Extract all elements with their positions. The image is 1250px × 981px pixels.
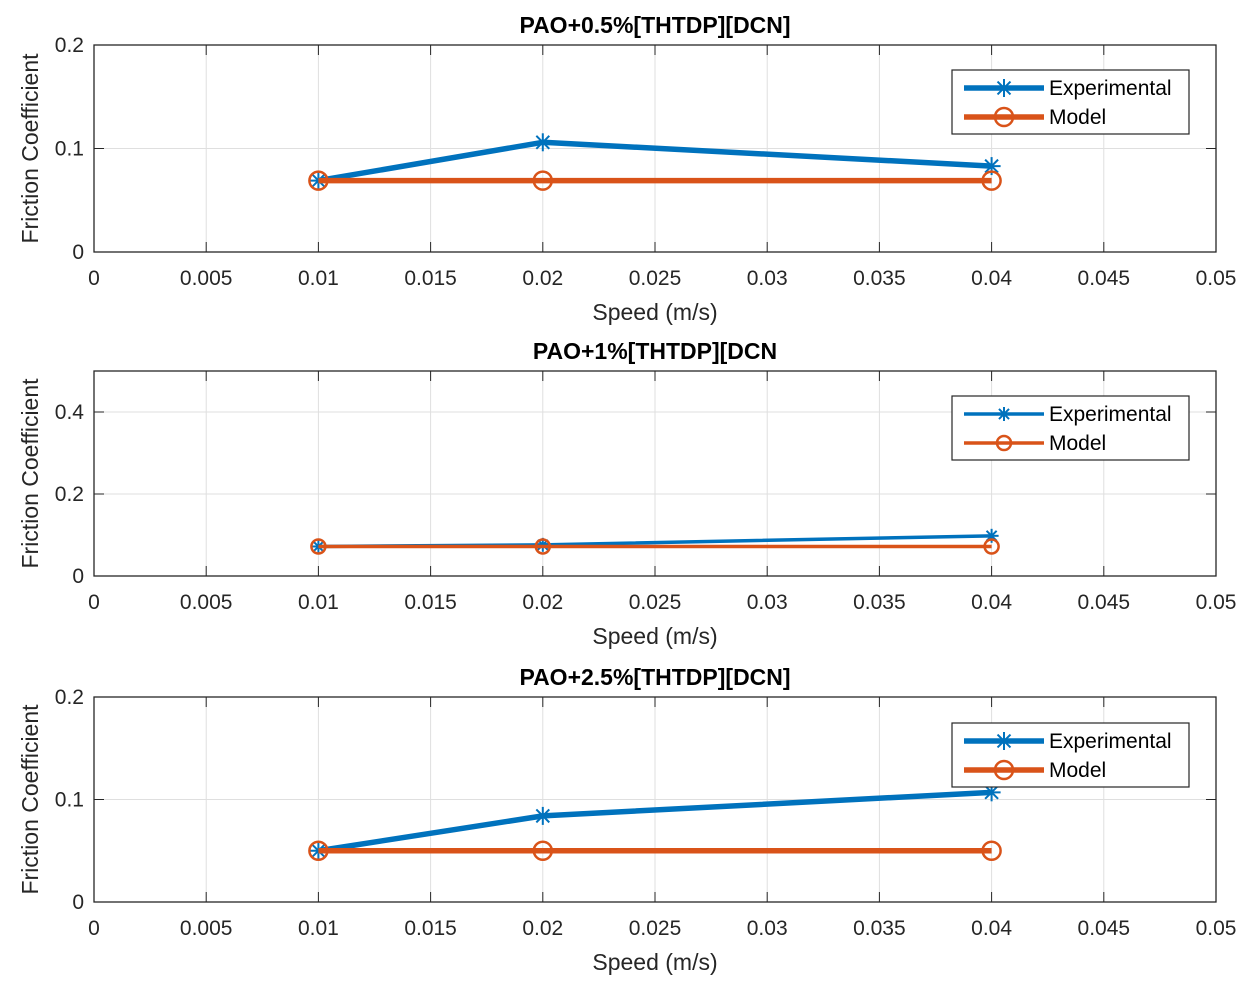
- legend-label: Model: [1049, 106, 1106, 129]
- x-tick-label: 0.045: [1078, 267, 1131, 290]
- x-tick-label: 0.045: [1078, 917, 1131, 940]
- x-axis-label: Speed (m/s): [592, 623, 717, 649]
- x-tick-label: 0.04: [971, 917, 1012, 940]
- data-point-circle: [532, 840, 554, 861]
- data-point-circle: [995, 434, 1013, 452]
- legend-label: Model: [1049, 432, 1106, 455]
- legend: Experimental Model: [951, 395, 1190, 461]
- y-tick-label: 0: [72, 891, 84, 914]
- legend-box: [951, 395, 1190, 461]
- data-point-circle: [981, 170, 1002, 191]
- data-point-asterisk: [997, 407, 1011, 421]
- x-tick-label: 0: [88, 917, 100, 940]
- y-tick-label: 0.2: [55, 686, 84, 709]
- axes-box: [93, 696, 1217, 903]
- data-point-circle: [532, 170, 554, 191]
- chart-3: 0 0.005 0.01 0.015 0.02 0.025 0.03 0.035 0.04 0.0…: [17, 664, 1236, 975]
- data-point-circle: [983, 538, 1000, 555]
- series-model: [308, 840, 1002, 861]
- x-tick-label: 0.01: [298, 267, 339, 290]
- data-point-asterisk: [533, 806, 552, 825]
- x-tick-label: 0.025: [629, 591, 682, 614]
- x-tick-label: 0.02: [522, 917, 563, 940]
- legend-box: [951, 69, 1190, 135]
- data-point-circle: [310, 538, 327, 555]
- x-tick-label: 0.05: [1196, 591, 1237, 614]
- y-tick-label: 0: [72, 241, 84, 264]
- x-tick-label: 0.005: [180, 591, 233, 614]
- x-tick-label: 0.015: [404, 267, 457, 290]
- x-tick-label: 0.005: [180, 917, 233, 940]
- x-tick-label: 0.02: [522, 591, 563, 614]
- y-axis-label: Friction Coefficient: [17, 53, 43, 244]
- y-tick-label: 0.2: [55, 34, 84, 57]
- data-point-circle: [308, 840, 329, 861]
- x-tick-label: 0.025: [629, 917, 682, 940]
- data-point-circle: [308, 170, 329, 191]
- chart-title: PAO+1%[THTDP][DCN: [533, 338, 777, 364]
- legend-label: Experimental: [1049, 403, 1172, 426]
- x-tick-label: 0.035: [853, 917, 906, 940]
- data-point-circle: [981, 840, 1002, 861]
- y-tick-label: 0.2: [55, 483, 84, 506]
- x-tick-label: 0.03: [747, 917, 788, 940]
- legend-label: Experimental: [1049, 77, 1172, 100]
- axes-box: [93, 370, 1217, 577]
- x-tick-label: 0.035: [853, 591, 906, 614]
- data-point-asterisk: [995, 732, 1013, 750]
- chart-title: PAO+0.5%[THTDP][DCN]: [519, 12, 790, 38]
- x-tick-label: 0.01: [298, 917, 339, 940]
- x-tick-label: 0.01: [298, 591, 339, 614]
- x-tick-label: 0.05: [1196, 917, 1237, 940]
- legend-label: Model: [1049, 759, 1106, 782]
- series-experimental: [309, 783, 1001, 860]
- legend-item-experimental: Experimental: [964, 403, 1172, 426]
- x-tick-label: 0.02: [522, 267, 563, 290]
- x-tick-label: 0: [88, 267, 100, 290]
- x-tick-label: 0.05: [1196, 267, 1237, 290]
- x-tick-label: 0.005: [180, 267, 233, 290]
- x-tick-label: 0.045: [1078, 591, 1131, 614]
- x-axis-label: Speed (m/s): [592, 949, 717, 975]
- x-tick-label: 0.035: [853, 267, 906, 290]
- series-model: [310, 538, 1000, 555]
- legend-item-experimental: Experimental: [964, 730, 1172, 753]
- legend-item-model: Model: [964, 759, 1106, 782]
- y-tick-label: 0.1: [55, 138, 84, 161]
- chart-title: PAO+2.5%[THTDP][DCN]: [519, 664, 790, 690]
- legend-label: Experimental: [1049, 730, 1172, 753]
- x-tick-label: 0.03: [747, 267, 788, 290]
- y-axis-label: Friction Coefficient: [17, 378, 43, 569]
- x-tick-label: 0.04: [971, 591, 1012, 614]
- data-point-asterisk: [995, 79, 1013, 97]
- legend: Experimental Model: [951, 722, 1190, 788]
- legend: Experimental Model: [951, 69, 1190, 135]
- data-point-asterisk: [533, 133, 552, 152]
- axes-box: [93, 44, 1217, 253]
- series-model: [308, 170, 1002, 191]
- x-tick-label: 0.015: [404, 591, 457, 614]
- x-tick-label: 0.015: [404, 917, 457, 940]
- y-tick-label: 0.4: [55, 401, 85, 424]
- legend-item-experimental: Experimental: [964, 77, 1172, 100]
- x-axis-label: Speed (m/s): [592, 299, 717, 325]
- data-point-circle: [534, 538, 552, 555]
- x-tick-label: 0.025: [629, 267, 682, 290]
- x-tick-label: 0.03: [747, 591, 788, 614]
- data-point-asterisk: [982, 157, 1001, 176]
- x-tick-label: 0: [88, 591, 100, 614]
- chart-2: 0 0.005 0.01 0.015 0.02 0.025 0.03 0.035 0.04 0.0…: [17, 338, 1236, 649]
- data-point-circle: [993, 106, 1015, 128]
- y-axis-label: Friction Coefficient: [17, 704, 43, 895]
- series-experimental: [309, 133, 1001, 190]
- data-point-circle: [993, 759, 1015, 781]
- chart-1: 0 0.005 0.01 0.015 0.02 0.025 0.03 0.035 0.04 0.0…: [17, 12, 1236, 325]
- x-tick-label: 0.04: [971, 267, 1012, 290]
- y-tick-label: 0: [72, 565, 84, 588]
- y-tick-label: 0.1: [55, 789, 84, 812]
- legend-item-model: Model: [964, 106, 1106, 129]
- legend-box: [951, 722, 1190, 788]
- legend-item-model: Model: [964, 432, 1106, 455]
